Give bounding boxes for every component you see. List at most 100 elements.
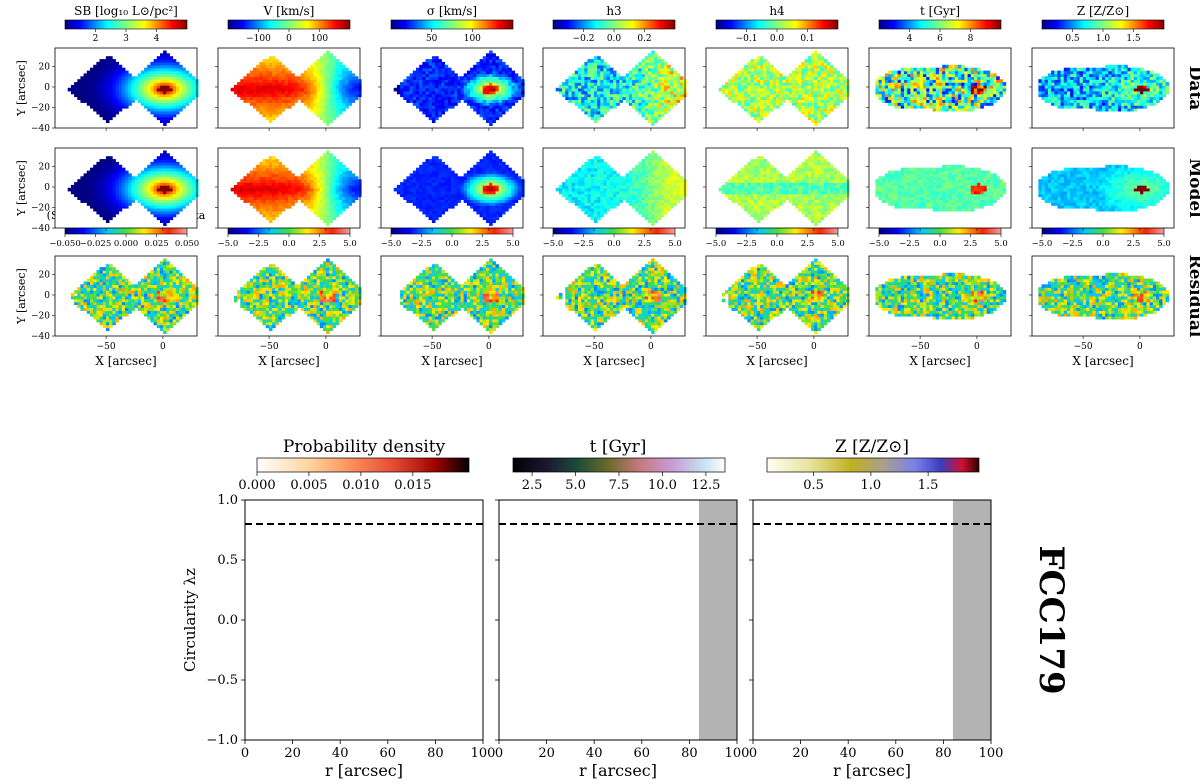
map-pixel bbox=[144, 87, 148, 92]
map-pixel bbox=[169, 213, 174, 218]
map-pixel bbox=[96, 281, 100, 285]
map-pixel bbox=[479, 90, 484, 95]
map-pixel bbox=[262, 99, 267, 103]
map-pixel bbox=[99, 307, 104, 311]
map-pixel bbox=[278, 79, 282, 83]
map-pixel bbox=[125, 301, 129, 306]
map-pixel bbox=[482, 110, 487, 115]
map-pixel bbox=[109, 105, 113, 109]
map-pixel bbox=[265, 99, 270, 103]
map-pixel bbox=[243, 292, 247, 297]
map-pixel bbox=[105, 275, 110, 280]
map-pixel bbox=[428, 73, 433, 77]
map-pixel bbox=[319, 196, 324, 200]
map-pixel bbox=[185, 202, 189, 206]
map-pixel bbox=[498, 107, 503, 112]
map-pixel bbox=[438, 61, 442, 66]
map-pixel bbox=[335, 93, 340, 98]
map-pixel bbox=[179, 284, 183, 288]
map-pixel bbox=[278, 202, 282, 206]
map-pixel bbox=[275, 67, 279, 72]
map-pixel bbox=[150, 93, 154, 98]
map-pixel bbox=[272, 321, 276, 326]
map-pixel bbox=[278, 84, 282, 89]
map-pixel bbox=[275, 182, 279, 186]
map-pixel bbox=[169, 190, 174, 195]
map-pixel bbox=[118, 190, 123, 195]
map-pixel bbox=[169, 307, 174, 311]
map-pixel bbox=[109, 67, 113, 72]
map-pixel bbox=[253, 105, 257, 109]
map-pixel bbox=[179, 96, 183, 100]
map-pixel bbox=[268, 99, 273, 103]
map-pixel bbox=[486, 64, 490, 69]
map-pixel bbox=[310, 298, 314, 303]
map-pixel bbox=[109, 205, 113, 209]
map-pixel bbox=[179, 205, 183, 209]
map-pixel bbox=[99, 167, 104, 172]
map-pixel bbox=[425, 102, 430, 106]
map-pixel bbox=[175, 269, 180, 274]
map-pixel bbox=[431, 116, 436, 121]
map-pixel bbox=[438, 73, 442, 77]
map-pixel bbox=[80, 196, 84, 200]
map-pixel bbox=[262, 102, 267, 106]
map-pixel bbox=[441, 90, 445, 95]
map-pixel bbox=[80, 93, 84, 98]
map-pixel bbox=[316, 199, 321, 203]
map-pixel bbox=[319, 213, 324, 218]
map-pixel bbox=[99, 292, 104, 297]
map-pixel bbox=[144, 67, 148, 72]
map-pixel bbox=[90, 284, 94, 288]
map-pixel bbox=[237, 82, 241, 86]
map-pixel bbox=[109, 190, 113, 195]
map-pixel bbox=[243, 304, 247, 308]
map-pixel bbox=[105, 87, 110, 92]
map-pixel bbox=[172, 187, 177, 192]
map-pixel bbox=[332, 321, 337, 326]
map-pixel bbox=[137, 287, 142, 291]
map-pixel bbox=[303, 79, 308, 83]
map-pixel bbox=[281, 64, 286, 69]
map-pixel bbox=[262, 182, 267, 186]
map-pixel bbox=[288, 105, 292, 109]
map-pixel bbox=[431, 96, 436, 100]
map-pixel bbox=[150, 315, 154, 320]
map-pixel bbox=[479, 82, 484, 86]
map-pixel bbox=[303, 73, 308, 77]
map-pixel bbox=[175, 164, 180, 169]
map-pixel bbox=[307, 173, 311, 177]
map-pixel bbox=[272, 67, 276, 72]
map-pixel bbox=[156, 179, 161, 183]
map-pixel bbox=[435, 79, 439, 83]
map-pixel bbox=[319, 313, 324, 317]
map-pixel bbox=[169, 264, 174, 268]
map-pixel bbox=[179, 290, 183, 294]
map-pixel bbox=[249, 292, 254, 297]
map-pixel bbox=[265, 287, 270, 291]
map-pixel bbox=[438, 82, 442, 86]
map-pixel bbox=[313, 64, 317, 69]
map-pixel bbox=[428, 59, 433, 63]
map-pixel bbox=[281, 79, 286, 83]
map-pixel bbox=[121, 275, 126, 280]
map-pixel bbox=[179, 179, 183, 183]
map-pixel bbox=[99, 304, 104, 308]
map-pixel bbox=[249, 281, 254, 285]
map-pixel bbox=[272, 82, 276, 86]
map-pixel bbox=[262, 187, 267, 192]
map-pixel bbox=[102, 278, 107, 283]
map-pixel bbox=[256, 87, 260, 92]
map-pixel bbox=[246, 298, 251, 303]
map-pixel bbox=[153, 96, 158, 100]
map-pixel bbox=[303, 70, 308, 75]
colorbar-tick-label: 5.0 bbox=[343, 239, 357, 249]
map-pixel bbox=[473, 84, 477, 89]
map-pixel bbox=[492, 82, 496, 86]
map-pixel bbox=[291, 87, 295, 92]
panel-frame bbox=[217, 147, 361, 229]
map-pixel bbox=[156, 116, 161, 121]
map-pixel bbox=[115, 199, 119, 203]
map-pixel bbox=[316, 213, 321, 218]
map-pixel bbox=[428, 107, 433, 112]
